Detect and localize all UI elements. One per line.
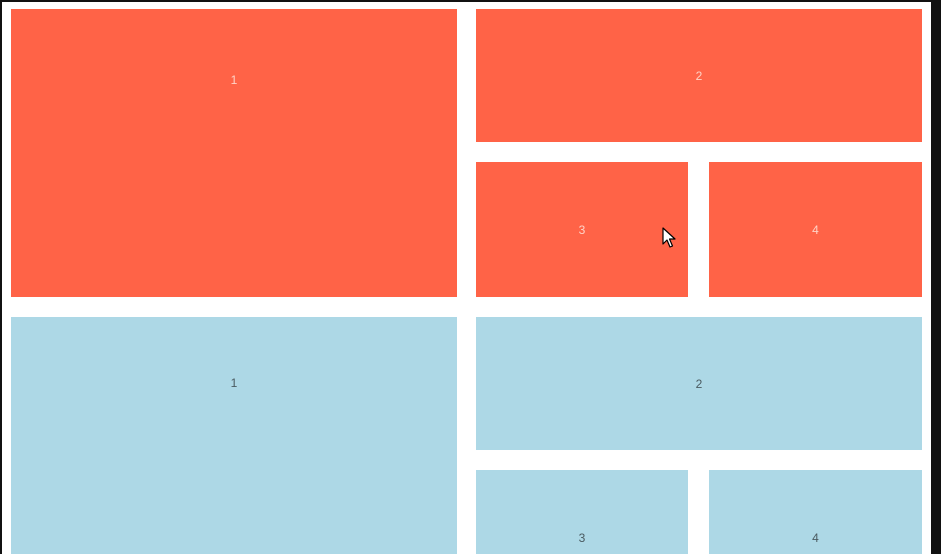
blue-grid-tile-1-label: 1 <box>230 376 238 390</box>
red-grid-tile-1-label: 1 <box>230 72 238 87</box>
red-grid-tile-3-label: 3 <box>578 222 586 237</box>
red-grid-tile-3: 3 <box>476 162 688 297</box>
red-grid-tile-2-label: 2 <box>695 68 703 83</box>
blue-grid-tile-3: 3 <box>476 470 688 554</box>
red-grid-tile-2: 2 <box>476 9 922 142</box>
red-grid-tile-1: 1 <box>11 9 457 297</box>
blue-grid-tile-1: 1 <box>11 317 457 554</box>
blue-grid-tile-2: 2 <box>476 317 922 450</box>
blue-grid-tile-4: 4 <box>709 470 922 554</box>
blue-grid-tile-3-label: 3 <box>578 531 586 545</box>
blue-grid-tile-2-label: 2 <box>695 376 703 391</box>
blue-grid-tile-4-label: 4 <box>812 531 819 545</box>
red-grid-tile-4: 4 <box>709 162 922 297</box>
red-grid-tile-4-label: 4 <box>812 222 819 237</box>
